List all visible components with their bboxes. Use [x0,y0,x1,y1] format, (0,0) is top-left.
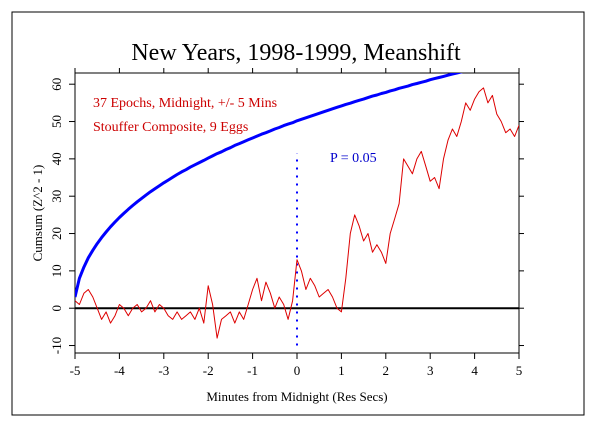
y-axis-label: Cumsum (Z^2 - 1) [30,165,45,262]
chart-title: New Years, 1998-1999, Meanshift [131,40,461,66]
y-axis-ticks: -10 0 10 20 30 40 50 60 [49,78,524,354]
x-tick-label: -3 [158,363,169,378]
y-tick-label: -10 [49,337,64,354]
x-tick-label: 4 [471,363,478,378]
p-005-envelope-line [75,73,464,298]
x-tick-label: 3 [427,363,434,378]
x-axis-ticks: -5 -4 -3 -2 -1 0 1 2 3 4 5 [70,68,523,378]
annotation-epochs: 37 Epochs, Midnight, +/- 5 Mins [93,96,277,111]
y-tick-label: 50 [49,115,64,128]
x-tick-label: 1 [338,363,345,378]
chart-marks [75,73,519,346]
annotation-p-value: P = 0.05 [330,151,377,166]
x-tick-label: 0 [294,363,301,378]
outer-border [11,11,585,416]
annotation-composite: Stouffer Composite, 9 Eggs [93,120,248,135]
x-tick-label: -2 [203,363,214,378]
x-tick-label: 5 [516,363,523,378]
x-tick-label: -4 [114,363,125,378]
y-tick-label: 20 [49,227,64,240]
y-tick-label: 30 [49,190,64,203]
y-tick-label: 60 [49,78,64,91]
y-tick-label: 0 [49,305,64,312]
y-tick-label: 10 [49,264,64,277]
x-tick-label: 2 [383,363,390,378]
cumsum-line [75,87,519,339]
y-tick-label: 40 [49,152,64,165]
x-tick-label: -1 [247,363,258,378]
x-tick-label: -5 [70,363,81,378]
x-axis-label: Minutes from Midnight (Res Secs) [206,389,387,404]
